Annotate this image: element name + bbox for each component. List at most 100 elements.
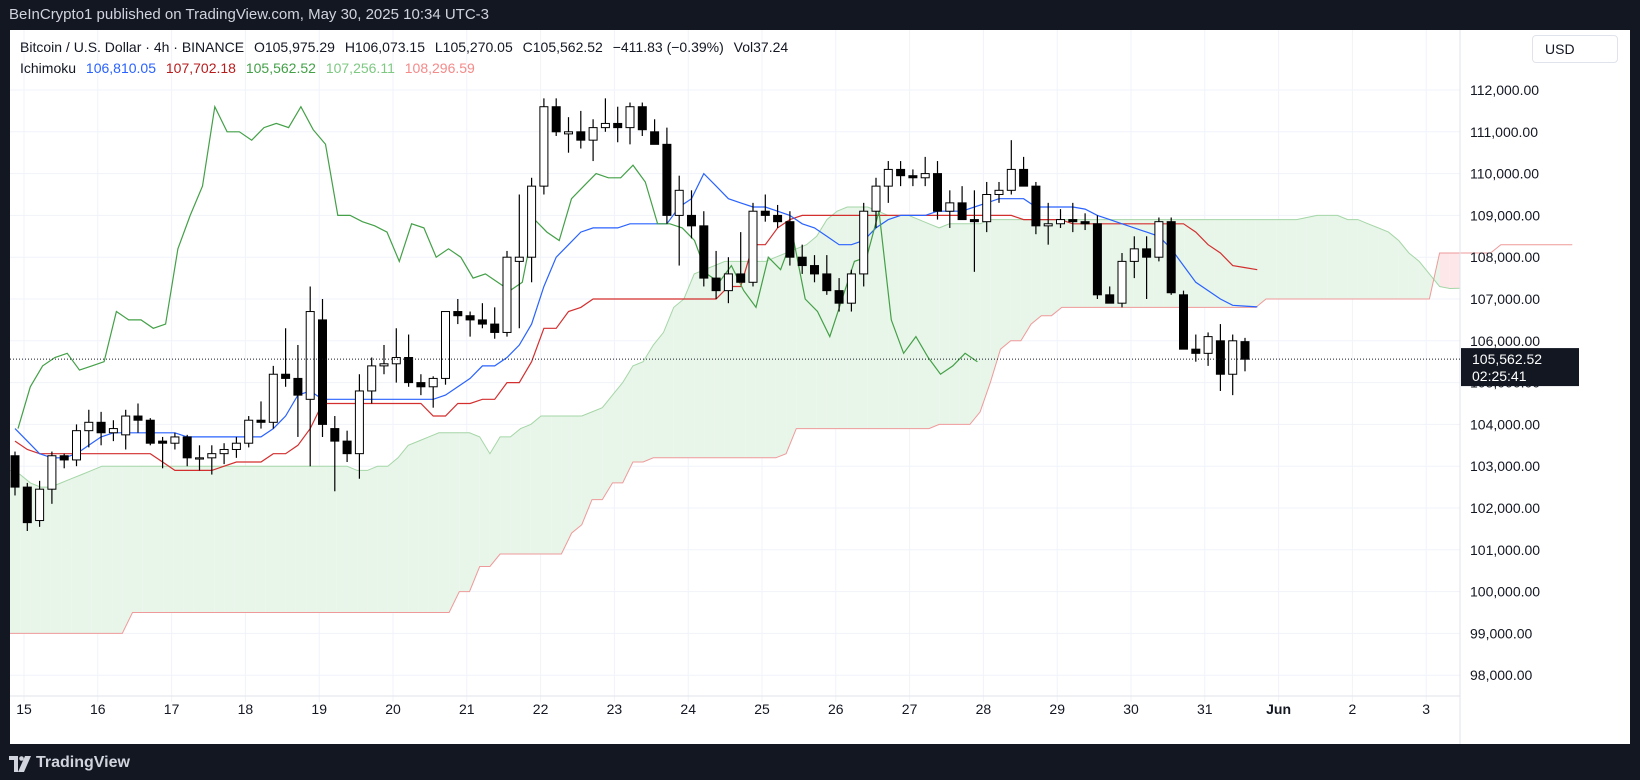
price-change: −411.83 (−0.39%) bbox=[612, 39, 724, 55]
tradingview-brand[interactable]: TradingView bbox=[36, 754, 130, 771]
cloud-segment bbox=[735, 261, 746, 458]
candle-body bbox=[588, 127, 598, 141]
candle-body bbox=[1105, 294, 1115, 304]
candle-body bbox=[797, 256, 807, 267]
cloud-segment bbox=[1041, 219, 1052, 316]
cloud-segment bbox=[183, 466, 194, 613]
cloud-segment bbox=[224, 466, 235, 613]
symbol-title[interactable]: Bitcoin / U.S. Dollar · 4h · BINANCE bbox=[20, 39, 245, 55]
cloud-segment bbox=[643, 344, 654, 463]
candle-body bbox=[822, 273, 832, 292]
cloud-segment bbox=[714, 261, 725, 458]
cloud-segment bbox=[285, 466, 296, 613]
cloud-segment bbox=[1337, 215, 1348, 299]
y-tick-label: 101,000.00 bbox=[1470, 542, 1540, 558]
cloud-segment bbox=[489, 436, 501, 567]
tradingview-logo-icon bbox=[9, 756, 31, 772]
indicator-name[interactable]: Ichimoku bbox=[20, 60, 77, 76]
cloud-segment bbox=[469, 432, 480, 592]
cloud-segment bbox=[1327, 215, 1338, 299]
cloud-segment bbox=[1378, 227, 1389, 299]
y-tick-label: 104,000.00 bbox=[1470, 416, 1540, 432]
cloud-segment bbox=[592, 407, 603, 500]
chart-panel[interactable]: 98,000.00 99,000.00 100,000.00 101,000.00 10… bbox=[10, 30, 1630, 744]
cloud-segment bbox=[449, 432, 460, 613]
cloud-segment bbox=[622, 365, 633, 483]
candle-body bbox=[47, 455, 57, 490]
published-text: BeInCrypto1 published on TradingView.com… bbox=[9, 6, 489, 23]
axes: 98,000.00 99,000.00 100,000.00 101,000.00 10… bbox=[10, 30, 1579, 744]
candle-body bbox=[1031, 185, 1041, 227]
cloud-segment bbox=[1204, 219, 1215, 308]
cloud-segment bbox=[234, 466, 245, 613]
candle-body bbox=[330, 428, 340, 442]
candle-body bbox=[428, 377, 438, 388]
x-tick-label: 20 bbox=[385, 701, 401, 717]
candle-body bbox=[564, 131, 573, 135]
cloud-segment bbox=[745, 261, 756, 458]
cloud-segment bbox=[1000, 219, 1011, 350]
cloud-segment bbox=[61, 478, 72, 634]
chart-legend: Bitcoin / U.S. Dollar · 4h · BINANCE O10… bbox=[20, 37, 794, 79]
cloud-segment bbox=[510, 428, 521, 554]
y-tick-label: 102,000.00 bbox=[1470, 500, 1540, 516]
x-tick-label: 15 bbox=[16, 701, 32, 717]
candle-body bbox=[342, 440, 352, 455]
candle-body bbox=[22, 486, 32, 524]
x-tick-label: 3 bbox=[1422, 701, 1430, 717]
cloud-segment bbox=[540, 416, 552, 554]
cloud-segment bbox=[438, 432, 450, 613]
currency-selector[interactable]: USD bbox=[1532, 35, 1618, 63]
bar-countdown: 02:25:41 bbox=[1472, 368, 1527, 384]
y-tick-label: 98,000.00 bbox=[1470, 667, 1532, 683]
cloud-segment bbox=[408, 441, 419, 613]
cloud-segment bbox=[806, 236, 817, 429]
cloud-segment bbox=[520, 424, 531, 554]
senkou-span-b bbox=[10, 244, 1573, 634]
cloud-segment bbox=[918, 219, 930, 429]
cloud-segment bbox=[81, 470, 92, 634]
candle-body bbox=[1056, 219, 1065, 225]
candle-body bbox=[441, 311, 450, 379]
candle-body bbox=[133, 415, 143, 421]
candle-body bbox=[846, 273, 856, 304]
y-tick-label: 111,000.00 bbox=[1470, 124, 1538, 140]
candle-body bbox=[527, 185, 537, 258]
cloud-segment bbox=[306, 466, 317, 613]
candle-body bbox=[760, 210, 770, 216]
cloud-segment bbox=[1408, 253, 1420, 299]
cloud-segment bbox=[1296, 217, 1307, 299]
cloud-segment bbox=[867, 207, 878, 429]
candle-body bbox=[994, 189, 1004, 196]
cloud-segment bbox=[1357, 219, 1369, 299]
candle-body bbox=[883, 168, 893, 187]
ohlc-high: H106,073.15 bbox=[344, 39, 425, 55]
candle-body bbox=[699, 225, 709, 279]
cloud-segment bbox=[1061, 219, 1072, 308]
x-tick-label: 25 bbox=[754, 701, 770, 717]
candle-body bbox=[650, 131, 660, 145]
cloud-segment bbox=[786, 248, 797, 454]
candle-body bbox=[1068, 219, 1078, 223]
cloud-segment bbox=[398, 445, 409, 613]
candle-body bbox=[231, 442, 241, 450]
candle-body bbox=[121, 415, 131, 436]
cloud-segment bbox=[1051, 219, 1062, 316]
candle-body bbox=[305, 311, 315, 400]
cloud-segment bbox=[275, 466, 286, 613]
candle-body bbox=[859, 210, 869, 275]
cloud-segment bbox=[1255, 219, 1266, 308]
cloud-segment bbox=[949, 223, 960, 425]
cloud-segment bbox=[990, 219, 1001, 383]
candle-body bbox=[834, 290, 844, 304]
cloud-segment bbox=[1388, 232, 1399, 299]
cloud-segment bbox=[316, 466, 327, 613]
cloud-segment bbox=[939, 223, 950, 425]
cloud-segment bbox=[1449, 253, 1460, 289]
x-tick-label: 2 bbox=[1349, 701, 1357, 717]
cloud-segment bbox=[1214, 219, 1226, 308]
cloud-segment bbox=[1235, 219, 1246, 308]
price-chart[interactable]: 98,000.00 99,000.00 100,000.00 101,000.00 10… bbox=[10, 30, 1630, 744]
cloud-segment bbox=[530, 416, 541, 554]
cloud-segment bbox=[1010, 219, 1021, 341]
